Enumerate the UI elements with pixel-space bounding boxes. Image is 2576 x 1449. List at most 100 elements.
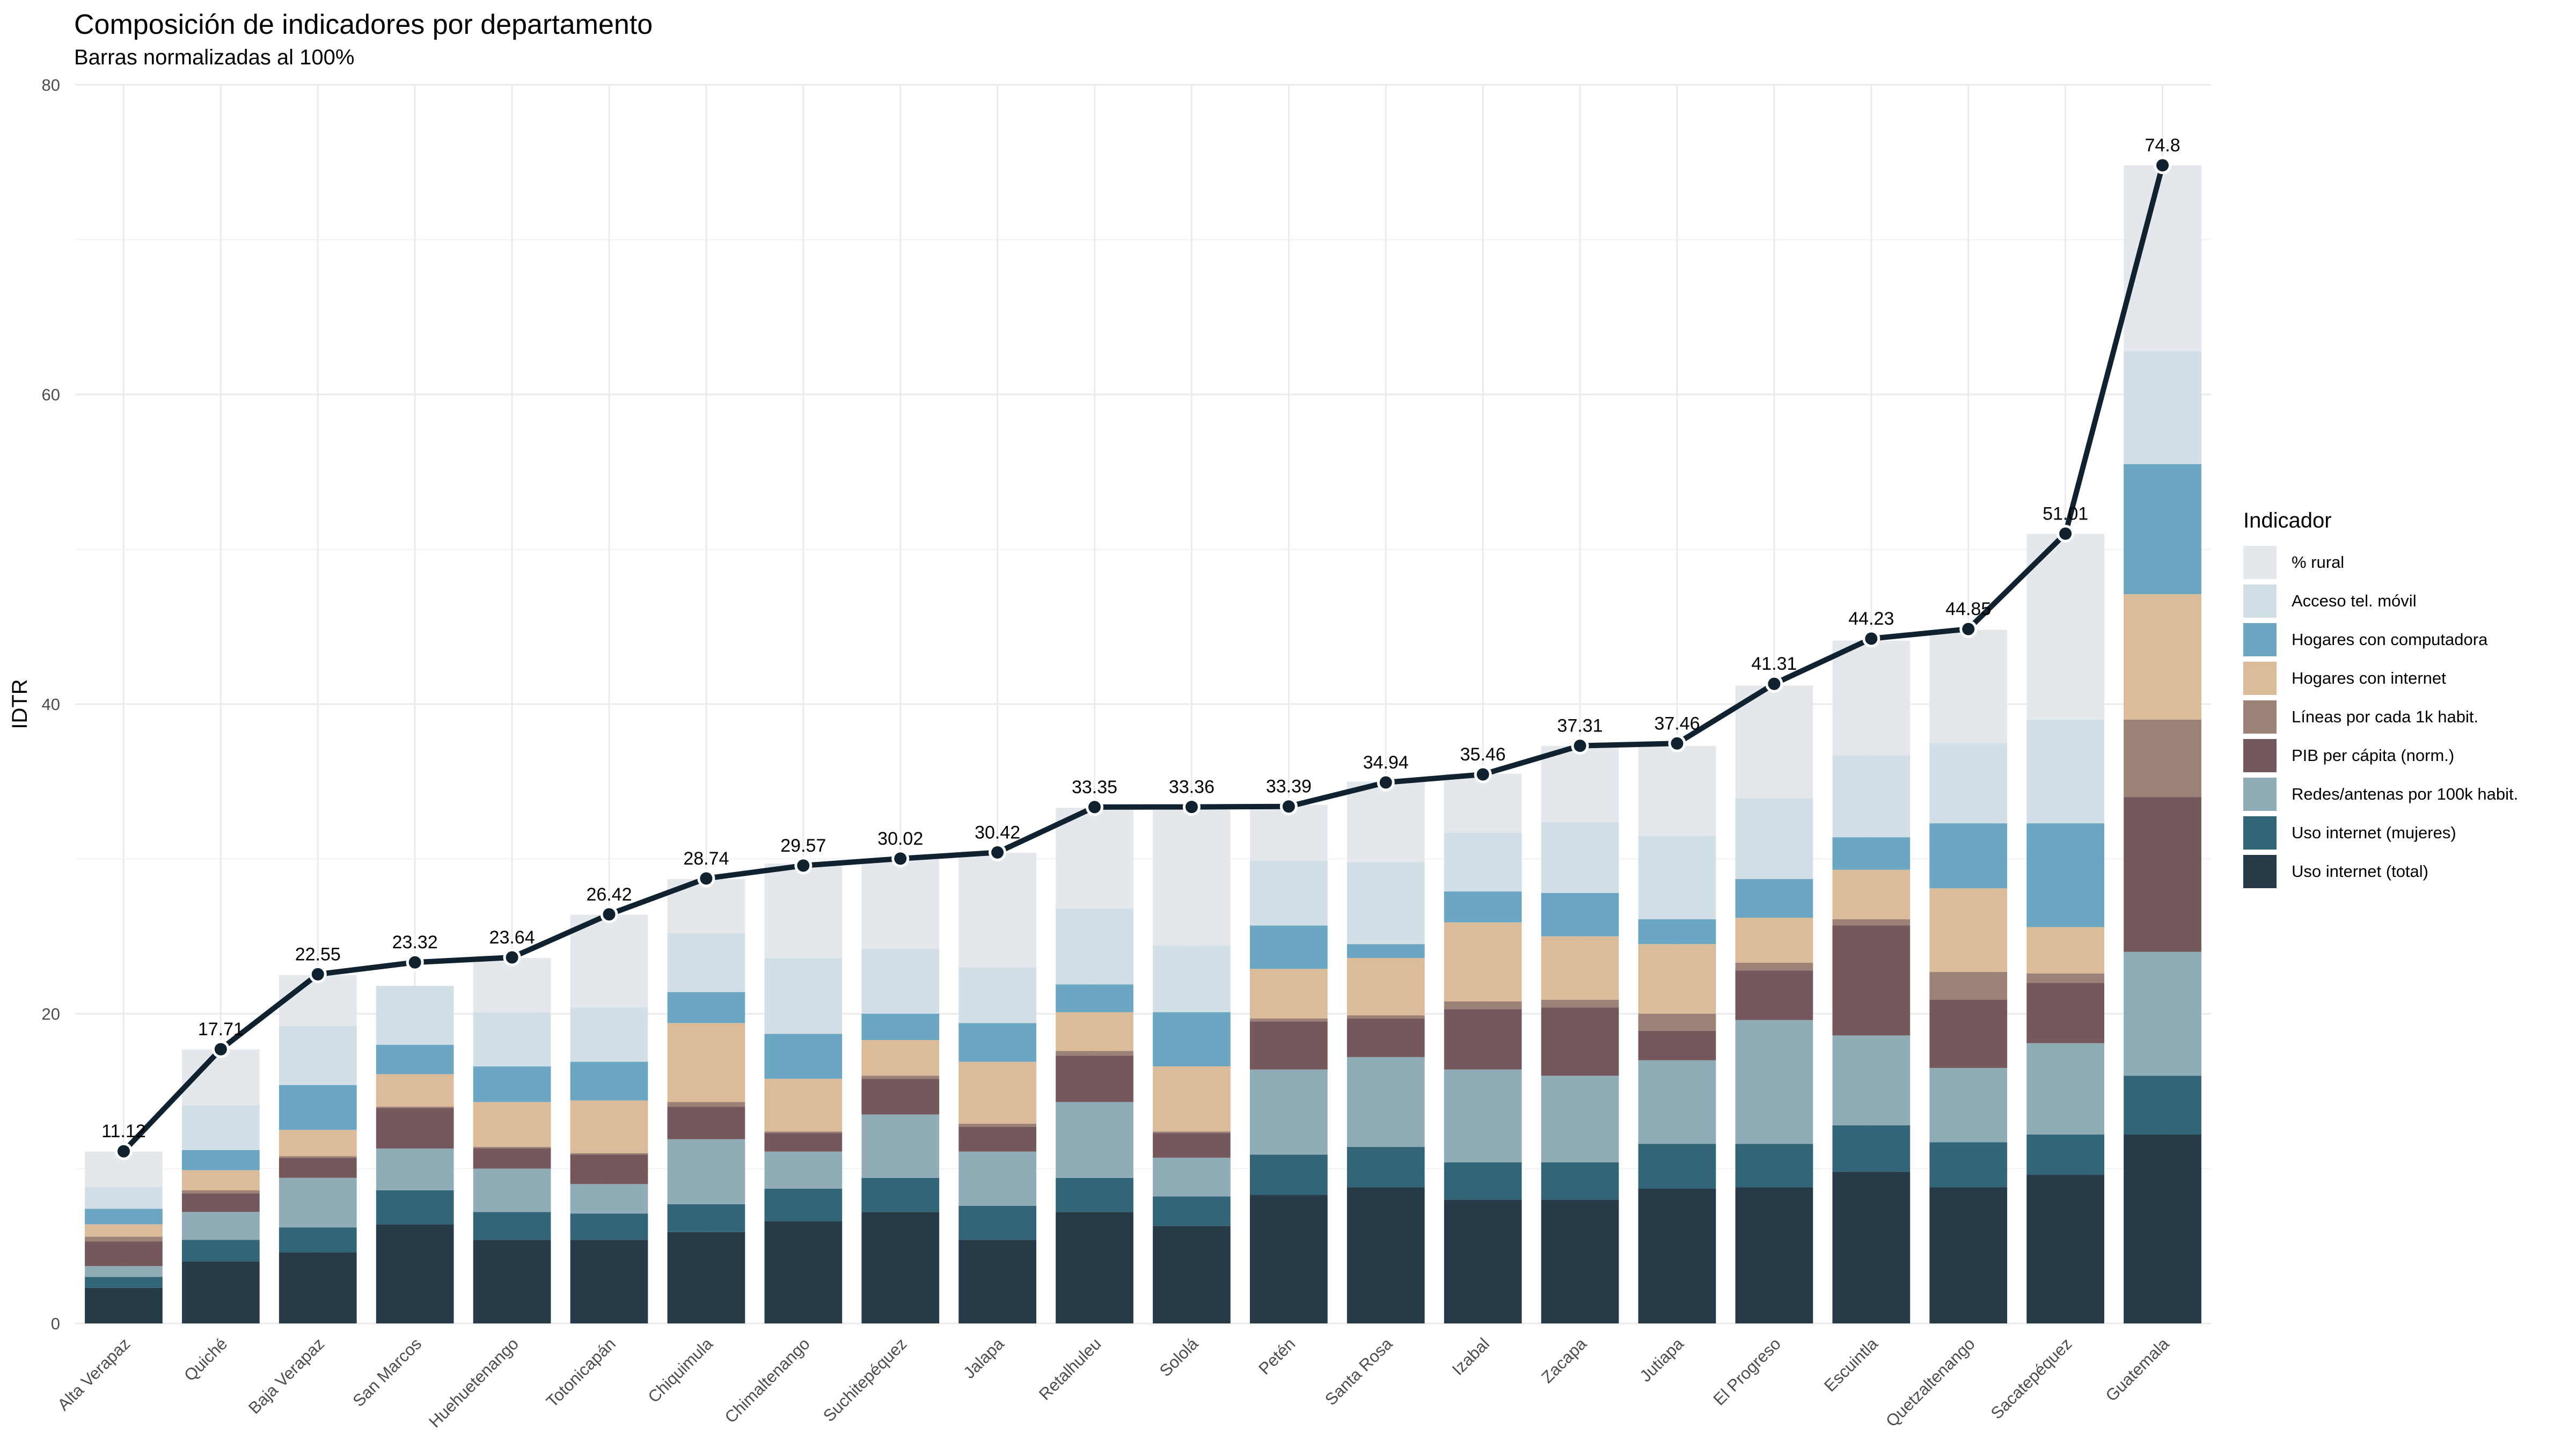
x-tick-label: Guatemala	[2102, 1334, 2174, 1406]
bar-segment	[473, 1147, 551, 1148]
bar-segment	[1250, 969, 1328, 1019]
data-label: 37.31	[1557, 716, 1603, 736]
legend-title: Indicador	[2243, 509, 2332, 532]
x-tick-label: Izabal	[1448, 1334, 1493, 1379]
bar-segment	[376, 1224, 454, 1323]
chart-subtitle: Barras normalizadas al 100%	[74, 46, 355, 69]
legend: Indicador % rural Acceso tel. móvil Hogare…	[2243, 508, 2571, 891]
bar-segment	[1346, 1057, 1425, 1147]
idtr-point	[1279, 797, 1298, 816]
y-axis-title: IDTR	[8, 679, 32, 729]
bar-segment	[279, 1252, 357, 1323]
data-label: 74.8	[2145, 135, 2180, 156]
bar-segment	[764, 1133, 843, 1152]
bar-segment	[570, 1007, 648, 1062]
x-tick-label: Escuintla	[1820, 1334, 1882, 1395]
bar-segment	[1153, 804, 1231, 946]
bar-segment	[1346, 958, 1425, 1015]
legend-swatch	[2243, 623, 2277, 656]
idtr-point	[1959, 620, 1978, 638]
data-label: 23.32	[392, 932, 438, 953]
bar-segment	[279, 1156, 357, 1158]
bar-segment	[85, 1187, 163, 1209]
bar-segment	[376, 1074, 454, 1107]
x-tick-label: Totonicapán	[543, 1334, 619, 1411]
bar-segment	[2124, 1075, 2201, 1135]
x-tick-label: Sololá	[1156, 1334, 1202, 1380]
idtr-point	[1765, 675, 1783, 693]
bar-segment	[1638, 1144, 1716, 1189]
bar-segment	[861, 1040, 940, 1076]
idtr-point	[211, 1040, 230, 1058]
bar-segment	[1250, 1021, 1328, 1070]
bar-segment	[958, 1240, 1036, 1323]
bar-segment	[667, 1204, 745, 1232]
bar-segment	[279, 1130, 357, 1157]
data-label: 41.31	[1751, 654, 1797, 674]
bar-segment	[1929, 1000, 2008, 1068]
data-label: 33.35	[1072, 777, 1117, 797]
bar-segment	[1929, 972, 2008, 1000]
bar-segment	[1346, 1015, 1425, 1019]
legend-item: Redes/antenas por 100k habit.	[2243, 775, 2571, 814]
bar-segment	[2026, 927, 2104, 974]
bar-segment	[279, 1177, 357, 1228]
legend-swatch	[2243, 700, 2277, 734]
bar-segment	[1444, 1069, 1522, 1162]
x-tick-label: Chimaltenango	[721, 1334, 814, 1426]
bar-segment	[667, 933, 745, 992]
legend-item: Uso internet (mujeres)	[2243, 814, 2571, 852]
data-label: 29.57	[780, 836, 826, 856]
legend-label: PIB per cápita (norm.)	[2292, 746, 2455, 765]
bar-segment	[764, 863, 843, 958]
bar-segment	[2026, 533, 2104, 720]
idtr-point	[891, 850, 910, 868]
x-tick-label: Jalapa	[960, 1334, 1008, 1382]
bar-segment	[1638, 944, 1716, 1014]
bar-segment	[2124, 464, 2201, 595]
y-tick-label: 80	[42, 76, 60, 94]
legend-item: Líneas por cada 1k habit.	[2243, 698, 2571, 736]
bar-segment	[1346, 862, 1425, 945]
idtr-point	[1474, 765, 1492, 784]
x-tick-label: Sacatepéquez	[1987, 1334, 2076, 1423]
legend-item: Acceso tel. móvil	[2243, 582, 2571, 620]
bar-segment	[1638, 1030, 1716, 1060]
legend-label: Uso internet (total)	[2292, 862, 2428, 881]
x-tick-label: Huehuetenango	[425, 1334, 522, 1431]
bar-segment	[85, 1287, 163, 1323]
bar-segment	[473, 1148, 551, 1169]
bar-segment	[1832, 1035, 1911, 1125]
bar-segment	[2026, 1135, 2104, 1175]
bar-segment	[570, 1240, 648, 1323]
bar-segment	[1250, 860, 1328, 926]
bar-segment	[182, 1240, 260, 1262]
bar-segment	[1735, 1144, 1813, 1188]
bar-segment	[1638, 745, 1716, 836]
idtr-line	[121, 164, 2165, 1153]
bar-segment	[958, 852, 1036, 968]
bar-segment	[861, 1114, 940, 1178]
legend-item: Uso internet (total)	[2243, 852, 2571, 891]
bar-segment	[473, 1240, 551, 1323]
bar-segment	[861, 1177, 940, 1212]
bar-segment	[1638, 1060, 1716, 1144]
bar-segment	[1444, 922, 1522, 1001]
bar-segment	[279, 1026, 357, 1085]
bar-segment	[85, 1209, 163, 1225]
bar-segment	[1929, 888, 2008, 972]
bar-segment	[1056, 1177, 1133, 1212]
bar-segment	[1250, 1069, 1328, 1155]
bar-segment	[1541, 1199, 1619, 1323]
legend-label: Hogares con internet	[2292, 669, 2446, 687]
bar-segment	[570, 1153, 648, 1155]
bar-segment	[2124, 1135, 2201, 1323]
bar-segment	[764, 958, 843, 1034]
bar-segment	[2124, 594, 2201, 720]
bar-segment	[2124, 719, 2201, 797]
idtr-point	[1086, 798, 1104, 816]
bar-segment	[1832, 837, 1911, 870]
bar-segment	[279, 1158, 357, 1178]
bar-segment	[1056, 1012, 1133, 1051]
bar-segment	[85, 1236, 163, 1242]
